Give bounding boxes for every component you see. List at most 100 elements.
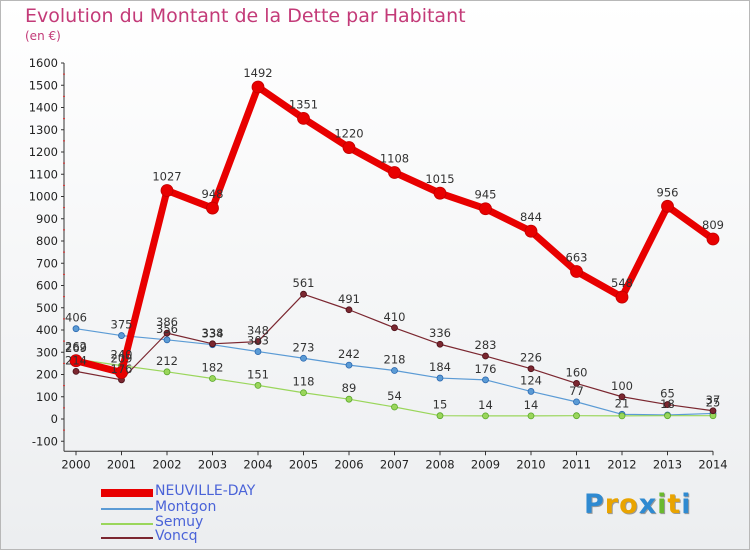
legend-label: Montgon	[155, 499, 217, 515]
y-tick-label: 0	[51, 412, 58, 426]
data-label-neuville-day: 262	[65, 340, 87, 354]
data-point-montgon	[436, 374, 444, 382]
data-point-montgon	[527, 388, 535, 395]
legend-swatch	[101, 489, 153, 497]
data-label-voncq: 348	[247, 324, 269, 338]
data-label-montgon: 334	[202, 327, 224, 341]
y-tick-label: 800	[36, 234, 58, 248]
x-tick-label: 2007	[380, 457, 409, 471]
data-point-voncq	[436, 340, 444, 348]
data-label-neuville-day: 809	[702, 218, 724, 232]
data-point-montgon	[254, 348, 262, 355]
data-point-neuville-day	[115, 366, 128, 379]
data-point-semuy	[254, 382, 262, 389]
data-label-neuville-day: 945	[475, 188, 497, 202]
data-point-semuy	[391, 403, 398, 411]
data-point-neuville-day	[342, 141, 356, 154]
data-label-voncq: 338	[202, 326, 224, 340]
data-label-montgon: 21	[615, 396, 630, 410]
data-label-neuville-day: 1027	[152, 169, 181, 183]
x-tick-label: 2011	[562, 457, 591, 471]
data-label-semuy: 89	[342, 381, 357, 395]
x-tick-label: 2000	[61, 457, 90, 471]
data-label-montgon: 77	[569, 384, 584, 398]
data-label-neuville-day: 956	[657, 185, 679, 199]
y-tick-label: 600	[36, 279, 58, 293]
legend-swatch	[101, 523, 153, 525]
y-tick-label: -100	[32, 434, 58, 448]
y-tick-label: 1300	[29, 123, 58, 137]
data-point-montgon	[482, 376, 489, 384]
data-point-voncq	[482, 352, 489, 360]
data-label-voncq: 561	[293, 276, 315, 290]
logo-letter: o	[619, 489, 639, 520]
data-point-voncq	[664, 401, 671, 408]
data-label-voncq: 160	[566, 365, 588, 379]
data-label-voncq: 214	[65, 353, 87, 367]
data-label-montgon: 303	[247, 334, 269, 348]
data-label-montgon: 375	[111, 318, 133, 332]
legend-label: Semuy	[155, 514, 204, 530]
y-tick-label: 1600	[29, 56, 58, 70]
x-tick-label: 2005	[289, 457, 318, 471]
data-label-semuy: 14	[524, 398, 539, 412]
x-tick-label: 2010	[516, 457, 545, 471]
y-tick-label: 1200	[29, 145, 58, 159]
logo-letter: P	[584, 489, 605, 520]
logo-letter: t	[667, 489, 682, 520]
data-label-montgon: 406	[65, 311, 87, 325]
data-point-neuville-day	[297, 112, 310, 125]
proxiti-logo: Proxiti	[584, 489, 692, 520]
data-point-montgon	[300, 354, 307, 362]
data-label-montgon: 124	[520, 373, 542, 387]
x-tick-label: 2001	[107, 457, 136, 471]
data-label-voncq: 491	[338, 292, 360, 306]
data-label-neuville-day: 844	[520, 210, 542, 224]
data-point-voncq	[72, 367, 80, 375]
x-tick-label: 2014	[698, 457, 727, 471]
y-tick-label: 400	[36, 323, 58, 337]
data-point-voncq	[254, 338, 262, 345]
data-point-neuville-day	[479, 202, 492, 216]
chart-subtitle: (en €)	[25, 29, 61, 43]
data-label-montgon: 356	[156, 322, 178, 336]
data-label-montgon: 176	[475, 362, 497, 376]
data-point-semuy	[664, 412, 671, 420]
data-point-semuy	[345, 395, 353, 403]
data-point-montgon	[72, 325, 80, 333]
data-label-neuville-day: 1220	[334, 127, 363, 141]
legend-swatch	[101, 537, 153, 539]
data-point-montgon	[345, 361, 353, 369]
data-label-voncq: 386	[156, 315, 178, 329]
data-point-voncq	[573, 379, 580, 387]
y-tick-label: 1500	[29, 78, 58, 92]
data-label-semuy: 269	[65, 341, 87, 355]
data-label-montgon: 25	[706, 395, 721, 409]
data-point-neuville-day	[570, 265, 583, 278]
data-point-neuville-day	[433, 186, 447, 200]
logo-letter: i	[681, 489, 692, 520]
data-point-semuy	[436, 412, 444, 420]
y-tick-label: 100	[36, 390, 58, 404]
data-point-semuy	[482, 412, 489, 420]
data-point-voncq	[527, 365, 535, 373]
data-label-montgon: 184	[429, 360, 451, 374]
y-tick-label: 700	[36, 256, 58, 270]
legend-label: NEUVILLE-DAY	[155, 483, 256, 499]
x-tick-label: 2013	[653, 457, 682, 471]
data-label-neuville-day: 663	[566, 250, 588, 264]
data-point-neuville-day	[661, 199, 674, 213]
data-point-voncq	[209, 340, 216, 348]
x-tick-label: 2004	[243, 457, 272, 471]
data-point-montgon	[573, 398, 580, 406]
data-label-neuville-day: 209	[111, 351, 133, 365]
data-point-voncq	[709, 407, 717, 415]
x-tick-label: 2008	[425, 457, 454, 471]
data-point-voncq	[391, 324, 398, 332]
data-label-voncq: 100	[611, 379, 633, 393]
data-label-semuy: 151	[247, 367, 269, 381]
data-point-semuy	[300, 389, 307, 397]
data-point-neuville-day	[524, 224, 538, 238]
x-tick-label: 2006	[334, 457, 363, 471]
